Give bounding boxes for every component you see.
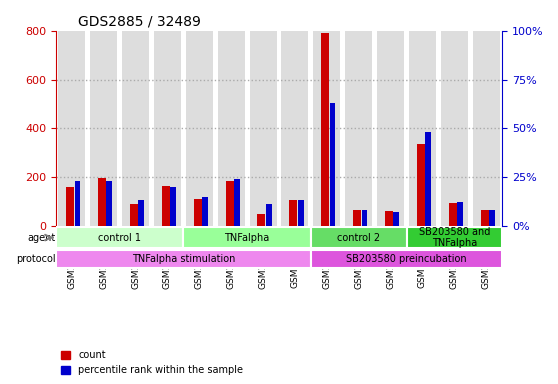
Text: control 2: control 2 (337, 233, 380, 243)
Bar (449, 203, 457, 226)
Text: SB203580 preincubation: SB203580 preincubation (346, 254, 467, 264)
Bar (377, 31, 404, 226)
Bar (266, 204, 272, 226)
Bar (281, 31, 309, 226)
FancyBboxPatch shape (184, 227, 311, 248)
Bar (154, 31, 181, 226)
Bar (313, 31, 340, 226)
Bar (202, 197, 208, 226)
Text: TNFalpha stimulation: TNFalpha stimulation (132, 254, 235, 264)
Text: GDS2885 / 32489: GDS2885 / 32489 (78, 14, 201, 28)
Bar (345, 31, 372, 226)
Bar (489, 210, 495, 226)
Bar (385, 211, 393, 226)
FancyBboxPatch shape (56, 227, 184, 248)
Bar (218, 31, 245, 226)
Bar (249, 31, 277, 226)
FancyBboxPatch shape (311, 227, 407, 248)
Text: protocol: protocol (16, 254, 56, 264)
Bar (473, 31, 500, 226)
Bar (75, 181, 80, 226)
Bar (330, 103, 335, 226)
Bar (321, 33, 329, 226)
FancyBboxPatch shape (407, 227, 502, 248)
Bar (90, 31, 117, 226)
Bar (58, 31, 85, 226)
Bar (130, 204, 138, 226)
Bar (66, 187, 74, 226)
Bar (186, 31, 213, 226)
Bar (298, 200, 304, 226)
Bar (257, 214, 266, 226)
Bar (457, 202, 463, 226)
Bar (290, 200, 297, 226)
Legend: count, percentile rank within the sample: count, percentile rank within the sample (61, 351, 243, 375)
Bar (107, 181, 112, 226)
Bar (425, 132, 431, 226)
Bar (98, 178, 106, 226)
Bar (409, 31, 436, 226)
Text: control 1: control 1 (98, 233, 141, 243)
Bar (480, 210, 489, 226)
Bar (441, 31, 468, 226)
FancyBboxPatch shape (56, 250, 311, 268)
Text: agent: agent (27, 233, 56, 243)
Text: SB203580 and
TNFalpha: SB203580 and TNFalpha (418, 227, 490, 248)
FancyBboxPatch shape (311, 250, 502, 268)
Bar (138, 200, 144, 226)
Bar (170, 187, 176, 226)
Bar (417, 144, 425, 226)
Text: TNFalpha: TNFalpha (224, 233, 270, 243)
Bar (353, 210, 361, 226)
Bar (194, 199, 201, 226)
Bar (393, 212, 399, 226)
Bar (225, 181, 234, 226)
Bar (234, 179, 240, 226)
Bar (362, 210, 367, 226)
Bar (122, 31, 149, 226)
Bar (162, 185, 170, 226)
